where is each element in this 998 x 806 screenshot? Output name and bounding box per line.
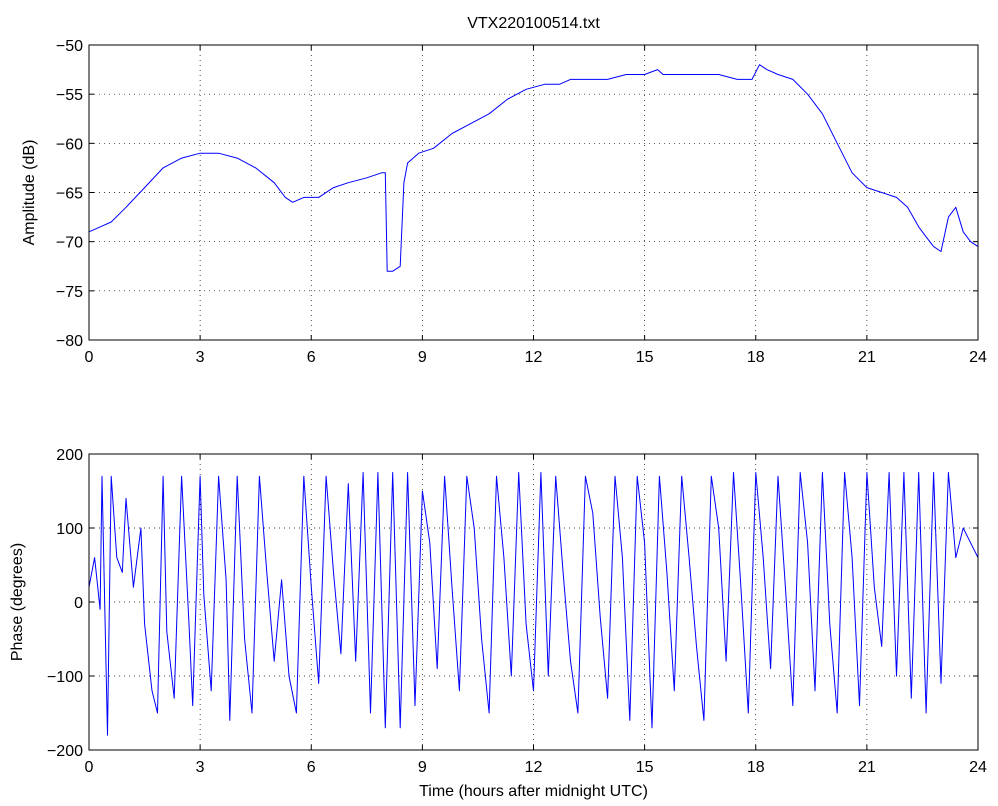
phase-x-tick-label: 3	[196, 759, 205, 776]
amplitude-x-tick-label: 15	[636, 349, 654, 366]
phase-x-tick-label: 12	[525, 759, 543, 776]
amplitude-y-tick-label: −60	[56, 136, 83, 153]
amplitude-y-tick-label: −50	[56, 38, 83, 55]
amplitude-y-tick-label: −80	[56, 333, 83, 350]
phase-axes: 0 3 6 9 12 15 18 21 24 −200 −100 0 100 200 Phase (deg…	[9, 447, 987, 800]
phase-series-line	[88, 472, 979, 736]
phase-x-tick-label: 24	[969, 759, 987, 776]
amplitude-x-tick-label: 6	[307, 349, 316, 366]
phase-y-tick-label: −200	[47, 743, 83, 760]
phase-grid	[89, 454, 978, 750]
amplitude-x-tick-label: 24	[969, 349, 987, 366]
phase-x-tick-label: 6	[307, 759, 316, 776]
amplitude-series-line	[88, 64, 979, 272]
amplitude-y-tick-label: −70	[56, 235, 83, 252]
amplitude-y-tick-label: −75	[56, 284, 83, 301]
amplitude-series	[88, 64, 979, 272]
phase-x-axis-label: Time (hours after midnight UTC)	[419, 783, 648, 800]
amplitude-x-tick-label: 9	[418, 349, 427, 366]
phase-y-axis-label: Phase (degrees)	[9, 543, 26, 661]
amplitude-x-tick-label: 3	[196, 349, 205, 366]
figure-title: VTX220100514.txt	[467, 15, 600, 32]
phase-series	[88, 472, 979, 736]
phase-x-tick-label: 0	[85, 759, 94, 776]
amplitude-x-tick-label: 21	[858, 349, 876, 366]
amplitude-axes: 0 3 6 9 12 15 18 21 24 −80 −75 −70 −65 −60 −55 −50 Ampl…	[21, 38, 987, 366]
amplitude-x-tick-label: 0	[85, 349, 94, 366]
phase-y-tick-label: −100	[47, 669, 83, 686]
amplitude-grid	[89, 45, 978, 340]
phase-axes-frame	[88, 453, 979, 751]
phase-tick-labels: 0 3 6 9 12 15 18 21 24 −200 −100 0 100 200	[47, 447, 987, 776]
phase-x-tick-label: 9	[418, 759, 427, 776]
phase-x-tick-label: 15	[636, 759, 654, 776]
amplitude-x-tick-label: 12	[525, 349, 543, 366]
amplitude-y-tick-label: −55	[56, 87, 83, 104]
amplitude-axes-frame	[88, 44, 979, 341]
phase-x-tick-label: 18	[747, 759, 765, 776]
amplitude-x-tick-label: 18	[747, 349, 765, 366]
amplitude-tick-labels: 0 3 6 9 12 15 18 21 24 −80 −75 −70 −65 −60 −55 −50	[56, 38, 987, 366]
amplitude-y-axis-label: Amplitude (dB)	[21, 140, 38, 246]
phase-y-tick-label: 200	[56, 447, 83, 464]
amplitude-y-tick-label: −65	[56, 186, 83, 203]
phase-y-tick-label: 100	[56, 521, 83, 538]
phase-y-tick-label: 0	[74, 595, 83, 612]
phase-x-tick-label: 21	[858, 759, 876, 776]
